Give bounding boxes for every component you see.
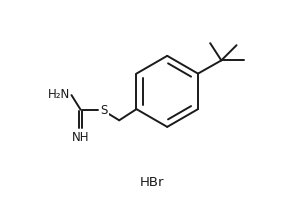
Text: NH: NH: [72, 130, 89, 143]
Text: H₂N: H₂N: [48, 87, 71, 101]
Text: S: S: [100, 104, 108, 117]
Text: HBr: HBr: [140, 175, 164, 188]
